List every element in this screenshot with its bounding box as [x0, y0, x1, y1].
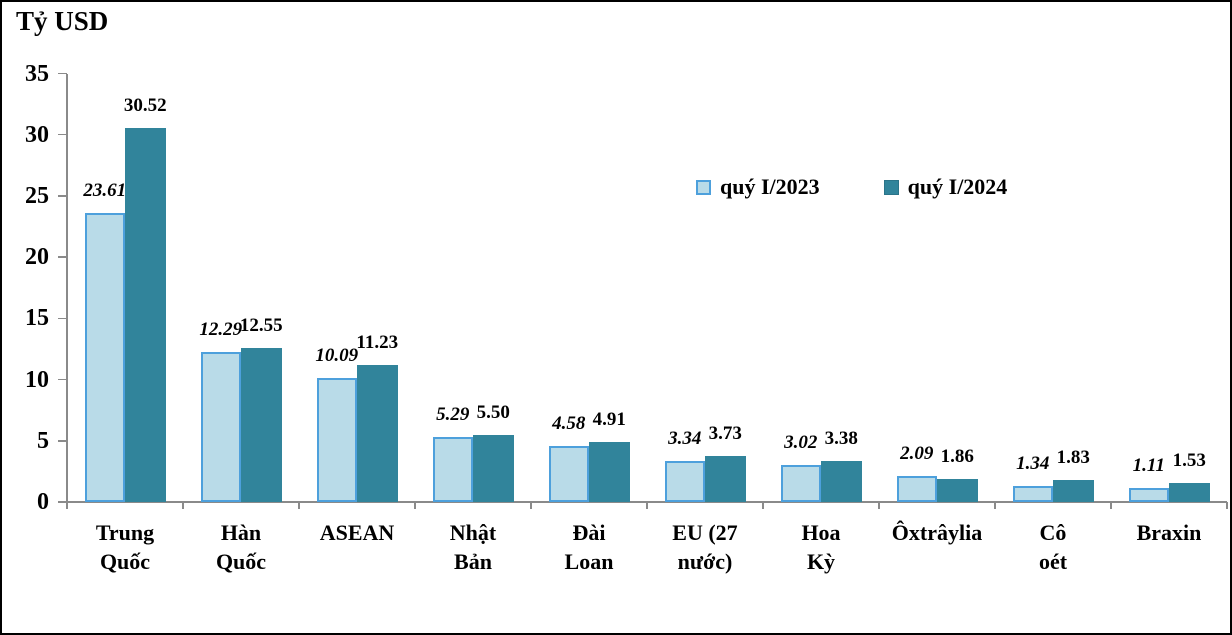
value-label-series1-cat5: 4.58 [552, 412, 586, 434]
bar-series1-cat3 [316, 378, 357, 502]
value-label-series1-cat4: 5.29 [436, 404, 470, 426]
category-label-4: Nhật Bản [449, 520, 497, 574]
value-label-series1-cat9: 1.34 [1016, 452, 1050, 474]
category-label-10: Braxin [1136, 520, 1202, 545]
bar-series1-cat5 [548, 445, 589, 502]
bar-series2-cat4 [473, 434, 514, 502]
y-tick-label: 20 [25, 244, 49, 271]
bar-series1-cat1 [84, 212, 125, 502]
value-label-series2-cat8: 1.86 [940, 446, 974, 468]
bar-series2-cat10 [1169, 483, 1210, 502]
bar-series2-cat3 [357, 364, 398, 502]
legend-label-2024: quý I/2024 [907, 174, 1008, 199]
x-tick-mark [298, 502, 300, 509]
x-tick-mark [762, 502, 764, 509]
y-axis-line [66, 73, 68, 509]
value-label-series2-cat7: 3.38 [824, 427, 858, 449]
value-label-series2-cat1: 30.52 [123, 95, 167, 117]
value-label-series2-cat6: 3.73 [708, 423, 742, 445]
value-label-series1-cat8: 2.09 [900, 443, 934, 465]
bar-series2-cat5 [589, 441, 630, 502]
bar-series2-cat9 [1053, 479, 1094, 502]
value-label-series2-cat2: 12.55 [239, 315, 283, 337]
x-tick-mark [182, 502, 184, 509]
y-tick-mark [58, 317, 67, 320]
value-label-series2-cat9: 1.83 [1056, 446, 1090, 468]
y-tick-label: 35 [25, 60, 49, 87]
x-tick-mark [1110, 502, 1112, 509]
y-tick-mark [58, 501, 67, 503]
x-tick-mark [878, 502, 880, 509]
legend-item-2024: quý I/2024 [883, 174, 1008, 200]
category-label-8: Ôxtrâylia [891, 520, 983, 545]
bar-series1-cat8 [896, 476, 937, 502]
y-tick-mark [58, 195, 67, 197]
y-tick-mark [58, 256, 67, 258]
value-label-series1-cat3: 10.09 [315, 345, 359, 367]
y-tick-mark [58, 378, 67, 381]
x-tick-mark [994, 502, 996, 509]
legend-label-2023: quý I/2023 [720, 174, 820, 199]
x-tick-mark [646, 502, 648, 509]
category-label-6: EU (27 nước) [672, 520, 738, 574]
bar-series2-cat1 [125, 128, 166, 502]
value-label-series1-cat7: 3.02 [784, 432, 818, 454]
bar-series1-cat7 [780, 465, 821, 502]
chart-title: Tỷ USD [16, 6, 109, 36]
bar-series1-cat4 [432, 437, 473, 502]
x-tick-mark [414, 502, 416, 509]
y-tick-mark [58, 133, 67, 136]
legend-swatch-2023-icon [696, 179, 711, 195]
y-tick-label: 10 [25, 366, 49, 393]
legend: quý I/2023 quý I/2024 [696, 174, 1007, 200]
bar-series1-cat2 [200, 351, 241, 502]
value-label-series1-cat1: 23.61 [83, 179, 127, 201]
bar-series2-cat6 [705, 456, 746, 502]
y-tick-mark [58, 72, 67, 75]
bar-series2-cat2 [241, 348, 282, 502]
value-label-series2-cat10: 1.53 [1172, 450, 1206, 472]
value-label-series2-cat3: 11.23 [356, 331, 399, 353]
category-label-2: Hàn Quốc [215, 520, 267, 574]
bar-series1-cat6 [664, 461, 705, 502]
value-label-series2-cat4: 5.50 [476, 401, 510, 423]
y-tick-label: 25 [25, 182, 49, 209]
category-label-1: Trung Quốc [95, 520, 155, 574]
x-tick-mark [1226, 502, 1228, 509]
x-tick-mark [530, 502, 532, 509]
legend-item-2023: quý I/2023 [696, 174, 820, 200]
value-label-series2-cat5: 4.91 [592, 408, 626, 430]
category-label-9: Cô oét [1038, 520, 1068, 574]
value-label-series1-cat6: 3.34 [668, 428, 702, 450]
value-label-series1-cat2: 12.29 [199, 318, 243, 340]
y-tick-label: 0 [37, 489, 49, 515]
y-tick-label: 5 [37, 427, 49, 454]
y-tick-label: 15 [25, 305, 49, 332]
bar-series1-cat9 [1012, 485, 1053, 502]
value-label-series1-cat10: 1.11 [1132, 455, 1165, 477]
y-tick-label: 30 [25, 121, 49, 148]
bar-series1-cat10 [1128, 488, 1169, 502]
category-label-7: Hoa Kỳ [801, 520, 841, 574]
category-label-3: ASEAN [319, 520, 395, 545]
category-label-5: Đài Loan [564, 520, 614, 574]
bar-series2-cat7 [821, 460, 862, 502]
legend-swatch-2024-icon [883, 179, 899, 195]
bar-series2-cat8 [937, 479, 978, 502]
y-tick-mark [58, 440, 67, 442]
